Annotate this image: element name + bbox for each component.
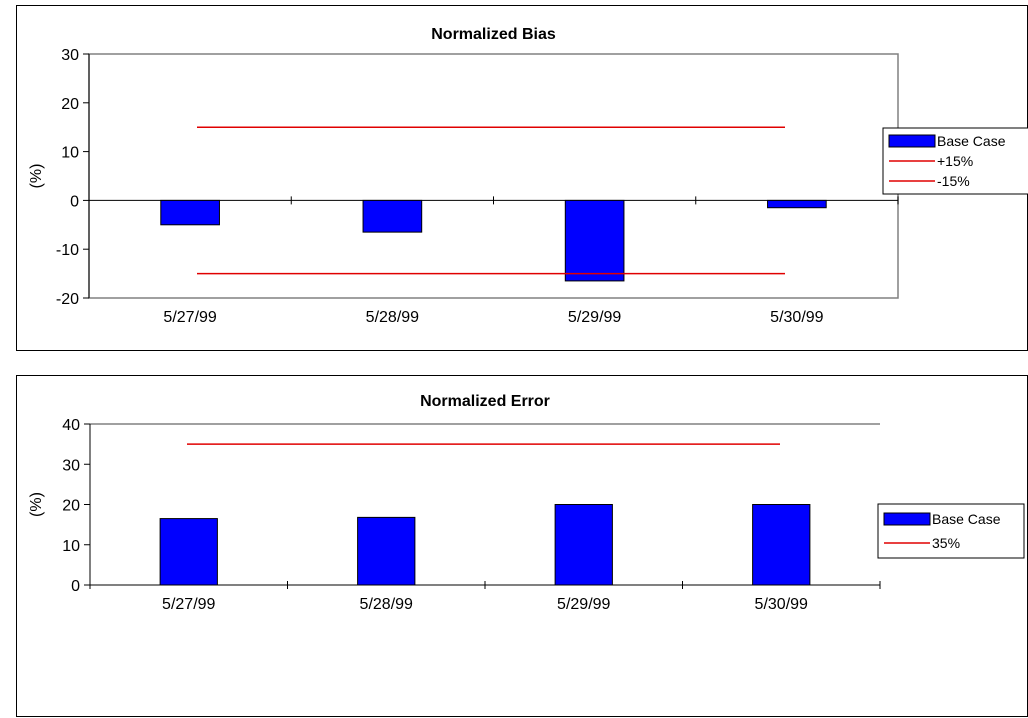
legend-label: +15% [937,153,973,169]
x-tick-label: 5/29/99 [568,309,621,326]
y-tick-label: 20 [62,498,80,515]
normalized-error-chart: Normalized Error 40 30 20 10 0 (%) 5/27/99 5/28/… [16,375,1028,717]
normalized-bias-svg: Normalized Bias 30 20 10 0 -10 -20 (%) 5/27/99 5/… [28,26,1028,326]
y-tick-label: 30 [62,457,80,474]
bar [160,199,220,226]
bar [564,199,625,282]
chart-title: Normalized Bias [431,26,556,43]
bar [362,199,423,233]
bar [357,516,416,586]
bar [767,199,827,209]
legend-swatch [888,134,936,148]
x-tick-label: 5/29/99 [557,596,610,613]
y-tick-label: 30 [61,47,79,64]
y-tick-label: 10 [61,145,79,162]
y-axis-label: (%) [28,164,45,189]
normalized-error-svg: Normalized Error 40 30 20 10 0 (%) 5/27/99 5/28/… [28,393,1025,613]
x-tick-label: 5/30/99 [770,309,823,326]
x-tick-label: 5/27/99 [162,596,215,613]
y-tick-label: -10 [56,242,79,259]
y-tick-label: 10 [62,538,80,555]
y-axis-label: (%) [28,492,45,517]
x-tick-label: 5/30/99 [755,596,808,613]
y-tick-label: 0 [71,578,80,595]
bar [752,504,811,586]
x-tick-label: 5/27/99 [163,309,216,326]
y-tick-label: -20 [56,291,79,308]
chart-title: Normalized Error [420,393,550,410]
legend-label: 35% [932,535,960,551]
y-tick-label: 40 [62,417,80,434]
bar [159,518,218,586]
y-tick-label: 20 [61,96,79,113]
legend-label: -15% [937,173,970,189]
y-tick-label: 0 [70,193,79,210]
x-tick-label: 5/28/99 [360,596,413,613]
legend-box [877,503,1025,559]
legend-label: Base Case [937,133,1006,149]
legend-swatch [883,512,931,526]
normalized-bias-chart: Normalized Bias 30 20 10 0 -10 -20 (%) 5/27/99 5/… [16,5,1028,351]
plot-area-border [88,53,899,299]
bar [554,504,613,586]
x-tick-label: 5/28/99 [366,309,419,326]
legend-label: Base Case [932,511,1001,527]
